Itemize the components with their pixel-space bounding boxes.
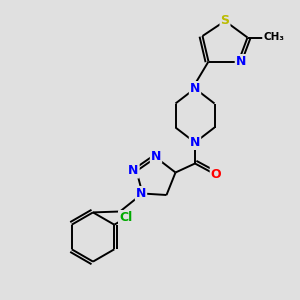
Text: S: S [220,14,230,28]
Text: O: O [211,167,221,181]
Text: CH₃: CH₃ [263,32,284,43]
Text: N: N [190,136,200,149]
Text: N: N [190,82,200,95]
Text: N: N [151,149,161,163]
Text: Cl: Cl [119,211,132,224]
Text: N: N [236,55,246,68]
Text: N: N [136,187,146,200]
Text: N: N [128,164,139,178]
